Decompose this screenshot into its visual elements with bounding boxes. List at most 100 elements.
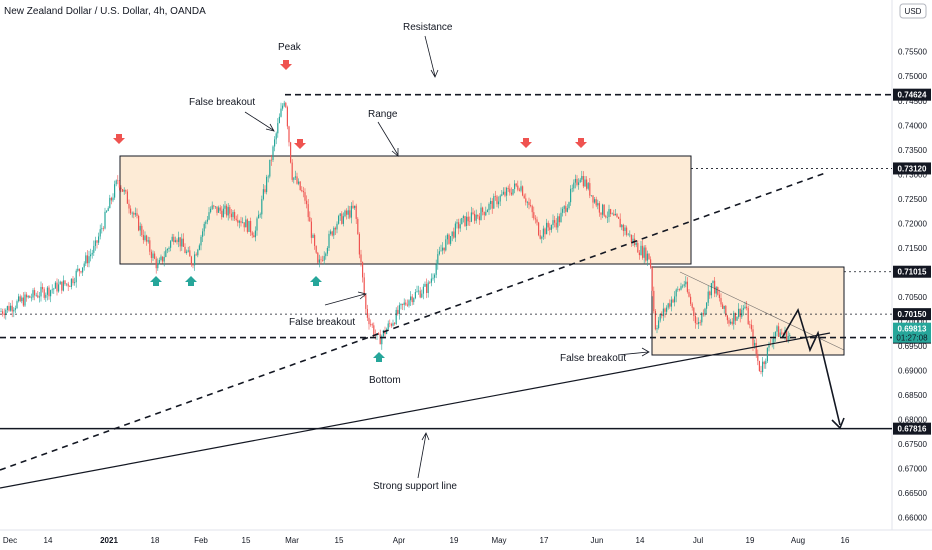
candle-body (354, 205, 356, 208)
candle-body (5, 309, 7, 316)
candle-body (336, 223, 338, 230)
y-tick-label: 0.75000 (898, 72, 927, 81)
y-tick-label: 0.72500 (898, 195, 927, 204)
candle-body (315, 245, 317, 253)
candle-body (46, 287, 48, 295)
candle-body (38, 296, 40, 298)
candle-body (330, 231, 332, 234)
candle-body (768, 343, 770, 348)
candle-body (8, 306, 10, 311)
candle-body (286, 107, 288, 127)
x-tick-label: 14 (44, 536, 53, 545)
candle-body (72, 278, 74, 284)
candle-body (779, 332, 781, 337)
annotation-peak: Peak (278, 42, 302, 53)
candle-body (674, 296, 676, 303)
chart-title: New Zealand Dollar / U.S. Dollar, 4h, OA… (4, 6, 206, 17)
signal-arrows (113, 60, 587, 362)
candle-body (211, 205, 213, 209)
candle-body (272, 146, 274, 161)
candle-body (45, 294, 47, 298)
candle-body (586, 179, 588, 189)
candle-body (90, 254, 92, 257)
candle-body (466, 216, 468, 226)
candle-body (474, 213, 476, 221)
candle-body (357, 218, 359, 235)
candle-body (278, 116, 280, 124)
candle-body (360, 254, 362, 263)
y-tick-label: 0.73500 (898, 146, 927, 155)
candle-body (107, 208, 109, 212)
candle-body (554, 220, 556, 223)
candle-body (731, 321, 733, 325)
candle-body (314, 234, 316, 246)
candle-body (437, 254, 439, 265)
candle-body (62, 280, 64, 291)
candle-body (518, 189, 520, 191)
candle-body (661, 314, 663, 317)
candle-body (394, 323, 396, 325)
candle-body (29, 295, 31, 298)
candle-body (366, 308, 368, 318)
candle-body (21, 297, 23, 302)
candle-body (243, 222, 245, 228)
candle-body (653, 290, 655, 312)
y-axis: 0.75500 0.75000 0.74500 0.74000 0.73500 0.730… (898, 48, 927, 523)
candle-body (381, 336, 383, 345)
candle-body (454, 223, 456, 238)
candle-body (344, 210, 346, 217)
candle-body (682, 285, 684, 287)
candle-body (410, 296, 412, 301)
candle-body (650, 259, 652, 268)
candle-body (266, 176, 268, 193)
price-tag-label: 0.74624 (898, 91, 927, 100)
candle-body (245, 219, 247, 228)
candle-body (491, 200, 493, 209)
candle-body (656, 328, 658, 330)
candle-body (387, 323, 389, 330)
candle-body (435, 264, 437, 275)
candle-body (574, 178, 576, 183)
candle-body (582, 176, 584, 187)
candle-body (296, 176, 298, 184)
candle-body (58, 284, 60, 292)
candle-body (429, 282, 431, 284)
candle-body (195, 254, 197, 256)
y-tick-label: 0.74000 (898, 121, 927, 130)
candle-body (152, 253, 154, 258)
candle-body (749, 324, 751, 325)
candle-body (504, 191, 506, 196)
currency-badge[interactable]: USD (899, 3, 927, 19)
candle-body (128, 203, 130, 209)
candle-body (53, 288, 55, 290)
y-tick-label: 0.68000 (898, 416, 927, 425)
candle-body (74, 282, 76, 284)
candle-body (283, 102, 285, 106)
candle-body (168, 247, 170, 250)
candle-body (746, 306, 748, 309)
x-tick-label: 16 (841, 536, 850, 545)
candle-body (83, 263, 85, 268)
candle-body (291, 162, 293, 180)
candle-body (192, 264, 194, 266)
candle-body (502, 191, 504, 195)
candle-body (578, 182, 580, 185)
candle-body (699, 322, 701, 323)
candle-body (365, 294, 367, 309)
candle-body (558, 216, 560, 223)
candle-body (630, 234, 632, 242)
candle-body (611, 213, 613, 215)
candle-body (614, 214, 616, 216)
candle-body (264, 189, 266, 193)
projected-path (781, 307, 841, 426)
candle-body (35, 295, 37, 296)
candle-body (18, 296, 20, 302)
candle-body (422, 286, 424, 294)
candle-body (402, 303, 404, 305)
candle-body (179, 237, 181, 247)
candle-body (493, 196, 495, 209)
candle-body (595, 199, 597, 206)
candle-body (307, 204, 309, 218)
candle-body (627, 234, 629, 236)
